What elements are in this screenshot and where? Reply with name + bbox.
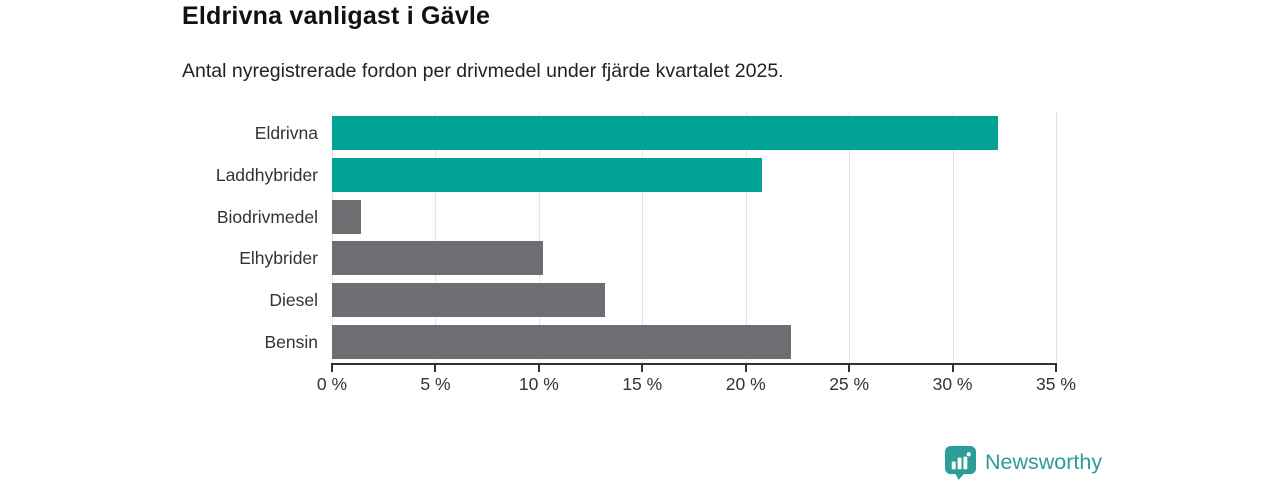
bar-biodrivmedel — [332, 200, 361, 234]
tick-mark — [641, 365, 644, 372]
tick-label: 10 % — [518, 374, 559, 394]
tick-label: 20 % — [725, 374, 766, 394]
gridline — [642, 112, 644, 363]
chart-subtitle: Antal nyregistrerade fordon per drivmede… — [182, 60, 784, 82]
category-labels: Eldrivna Laddhybrider Biodrivmedel Elhybrid… — [0, 112, 318, 363]
gridline — [1056, 112, 1057, 363]
tick-label: 5 % — [420, 374, 451, 394]
category-label: Elhybrider — [239, 248, 318, 268]
gridline — [745, 112, 747, 363]
gridline — [435, 112, 437, 363]
gridline — [849, 112, 851, 363]
tick-mark — [744, 365, 747, 372]
bar-bensin — [332, 325, 792, 359]
gridline — [538, 112, 540, 363]
tick-mark — [848, 365, 851, 372]
category-label: Bensin — [264, 332, 318, 352]
brand-footer: Newsworthy — [944, 445, 1102, 480]
gridline — [332, 112, 333, 363]
bar-eldrivna — [332, 116, 999, 150]
newsworthy-logo-icon — [944, 446, 977, 480]
tick-mark — [434, 365, 437, 372]
tick-label: 15 % — [622, 374, 663, 394]
gridline — [952, 112, 954, 363]
category-label: Diesel — [269, 290, 318, 310]
tick-label: 0 % — [316, 374, 348, 394]
x-axis-line — [331, 363, 1057, 365]
bar-diesel — [332, 283, 606, 317]
tick-label: 30 % — [932, 374, 973, 394]
category-label: Laddhybrider — [215, 165, 318, 185]
plot-area — [332, 112, 1057, 363]
bar-laddhybrider — [332, 158, 763, 192]
tick-mark — [951, 365, 954, 372]
tick-mark — [1055, 365, 1057, 372]
bar-elhybrider — [332, 241, 543, 275]
brand-name: Newsworthy — [985, 450, 1103, 474]
chart-title: Eldrivna vanligast i Gävle — [182, 2, 491, 30]
tick-label: 25 % — [829, 374, 870, 394]
category-label: Biodrivmedel — [216, 207, 318, 227]
tick-label: 35 % — [1036, 374, 1076, 394]
category-label: Eldrivna — [254, 123, 318, 143]
tick-mark — [331, 365, 333, 372]
tick-mark — [537, 365, 540, 372]
